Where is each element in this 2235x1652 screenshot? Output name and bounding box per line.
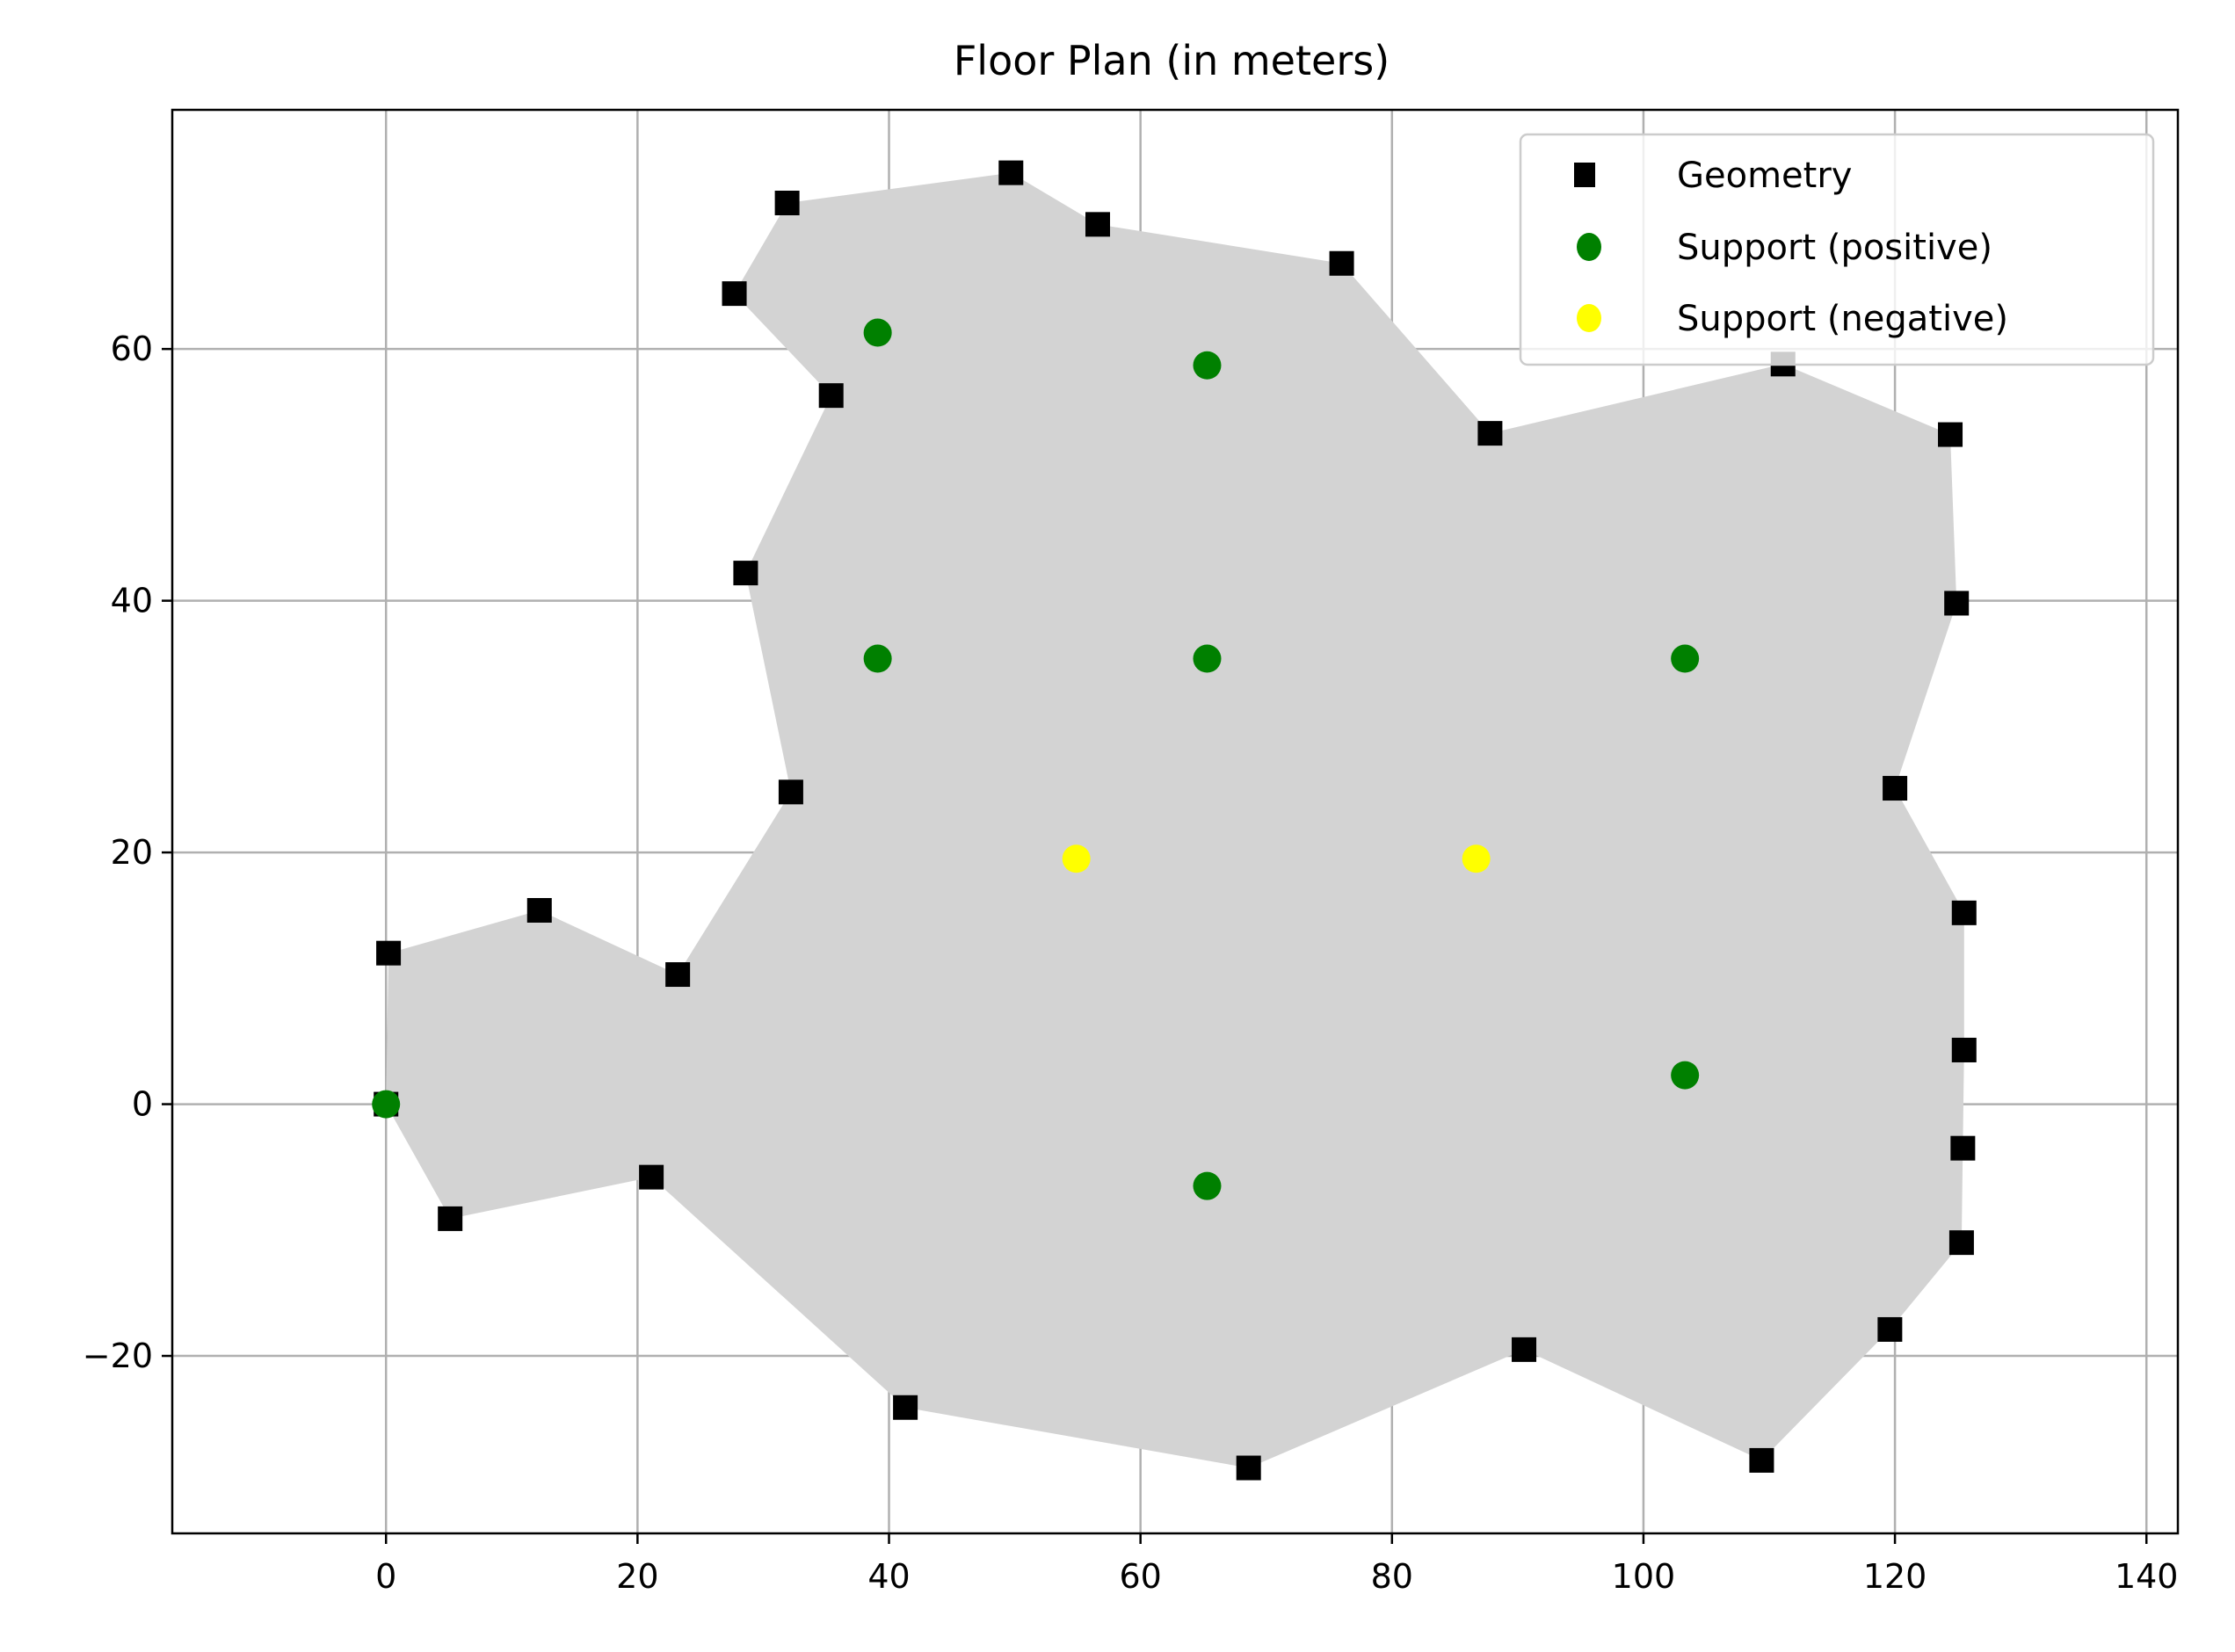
support-positive-marker (372, 1090, 401, 1119)
geometry-vertex-marker (998, 160, 1024, 185)
geometry-vertex-marker (1883, 776, 1908, 801)
geometry-vertex-marker (1329, 250, 1354, 276)
green-circle-marker-icon (1577, 233, 1601, 261)
x-tick-label: 120 (1863, 1557, 1927, 1596)
legend-label: Geometry (1677, 156, 1852, 196)
x-tick-label: 80 (1371, 1557, 1413, 1596)
support-negative-marker (1462, 844, 1491, 873)
geometry-vertex-marker (1749, 1447, 1774, 1473)
floor-plan-polygon (386, 172, 1964, 1468)
geometry-vertex-marker (774, 190, 800, 215)
y-tick-label: −20 (83, 1337, 153, 1375)
x-tick-label: 100 (1612, 1557, 1676, 1596)
geometry-vertex-marker (639, 1164, 664, 1190)
geometry-vertex-marker (1477, 421, 1503, 446)
geometry-vertex-marker (818, 383, 844, 409)
support-positive-marker (1193, 644, 1222, 673)
geometry-vertex-marker (1951, 900, 1977, 925)
geometry-vertex-marker (1877, 1316, 1903, 1342)
geometry-vertex-marker (1938, 422, 1963, 447)
geometry-vertex-marker (778, 779, 803, 805)
x-tick-label: 60 (1119, 1557, 1161, 1596)
chart-title: Floor Plan (in meters) (954, 37, 1390, 84)
geometry-vertex-marker (526, 897, 552, 923)
axes-frame (171, 108, 2180, 1535)
support-positive-marker (863, 318, 892, 347)
y-tick-label: 40 (111, 582, 153, 620)
geometry-vertex-marker (1085, 212, 1111, 237)
support-positive-marker (1671, 644, 1700, 673)
geometry-vertex-marker (665, 962, 691, 988)
geometry-vertex-marker (1950, 1135, 1976, 1161)
legend-box (1519, 133, 2155, 366)
support-positive-marker (1671, 1061, 1700, 1090)
geometry-vertex-marker (1512, 1337, 1537, 1362)
legend-item-geometry: Geometry (1574, 156, 1852, 196)
legend-item-support-positive: Support (positive) (1577, 228, 1992, 268)
geometry-vertex-marker (733, 561, 758, 586)
axis-ticks: 0 20 40 60 80 100 120 140 −20 0 20 40 60 (83, 330, 2179, 1596)
geometry-vertex-marker (722, 281, 747, 307)
geometry-vertex-marker (1944, 591, 1970, 616)
geometry-vertex-marker (893, 1395, 918, 1420)
support-negative-marker (1062, 844, 1091, 873)
support-positive-marker (863, 644, 892, 673)
x-tick-label: 140 (2115, 1557, 2179, 1596)
legend: Geometry Support (positive) Support (neg… (1519, 133, 2155, 366)
support-positive-marker (1193, 1171, 1222, 1200)
y-tick-label: 60 (111, 330, 153, 368)
geometry-vertex-marker (1948, 1230, 1974, 1256)
legend-label: Support (positive) (1677, 228, 1992, 268)
y-tick-label: 20 (111, 833, 153, 872)
x-tick-label: 20 (616, 1557, 658, 1596)
support-positive-marker (1193, 351, 1222, 380)
legend-item-support-negative: Support (negative) (1577, 299, 2008, 339)
legend-label: Support (negative) (1677, 299, 2008, 339)
x-tick-label: 0 (375, 1557, 396, 1596)
geometry-vertex-marker (1951, 1037, 1977, 1062)
geometry-vertex-marker (376, 940, 402, 966)
yellow-circle-marker-icon (1577, 304, 1601, 332)
geometry-vertex-marker (1236, 1455, 1261, 1481)
square-marker-icon (1574, 163, 1595, 187)
y-tick-label: 0 (132, 1085, 153, 1124)
geometry-vertex-marker (438, 1206, 463, 1231)
x-tick-label: 40 (867, 1557, 910, 1596)
